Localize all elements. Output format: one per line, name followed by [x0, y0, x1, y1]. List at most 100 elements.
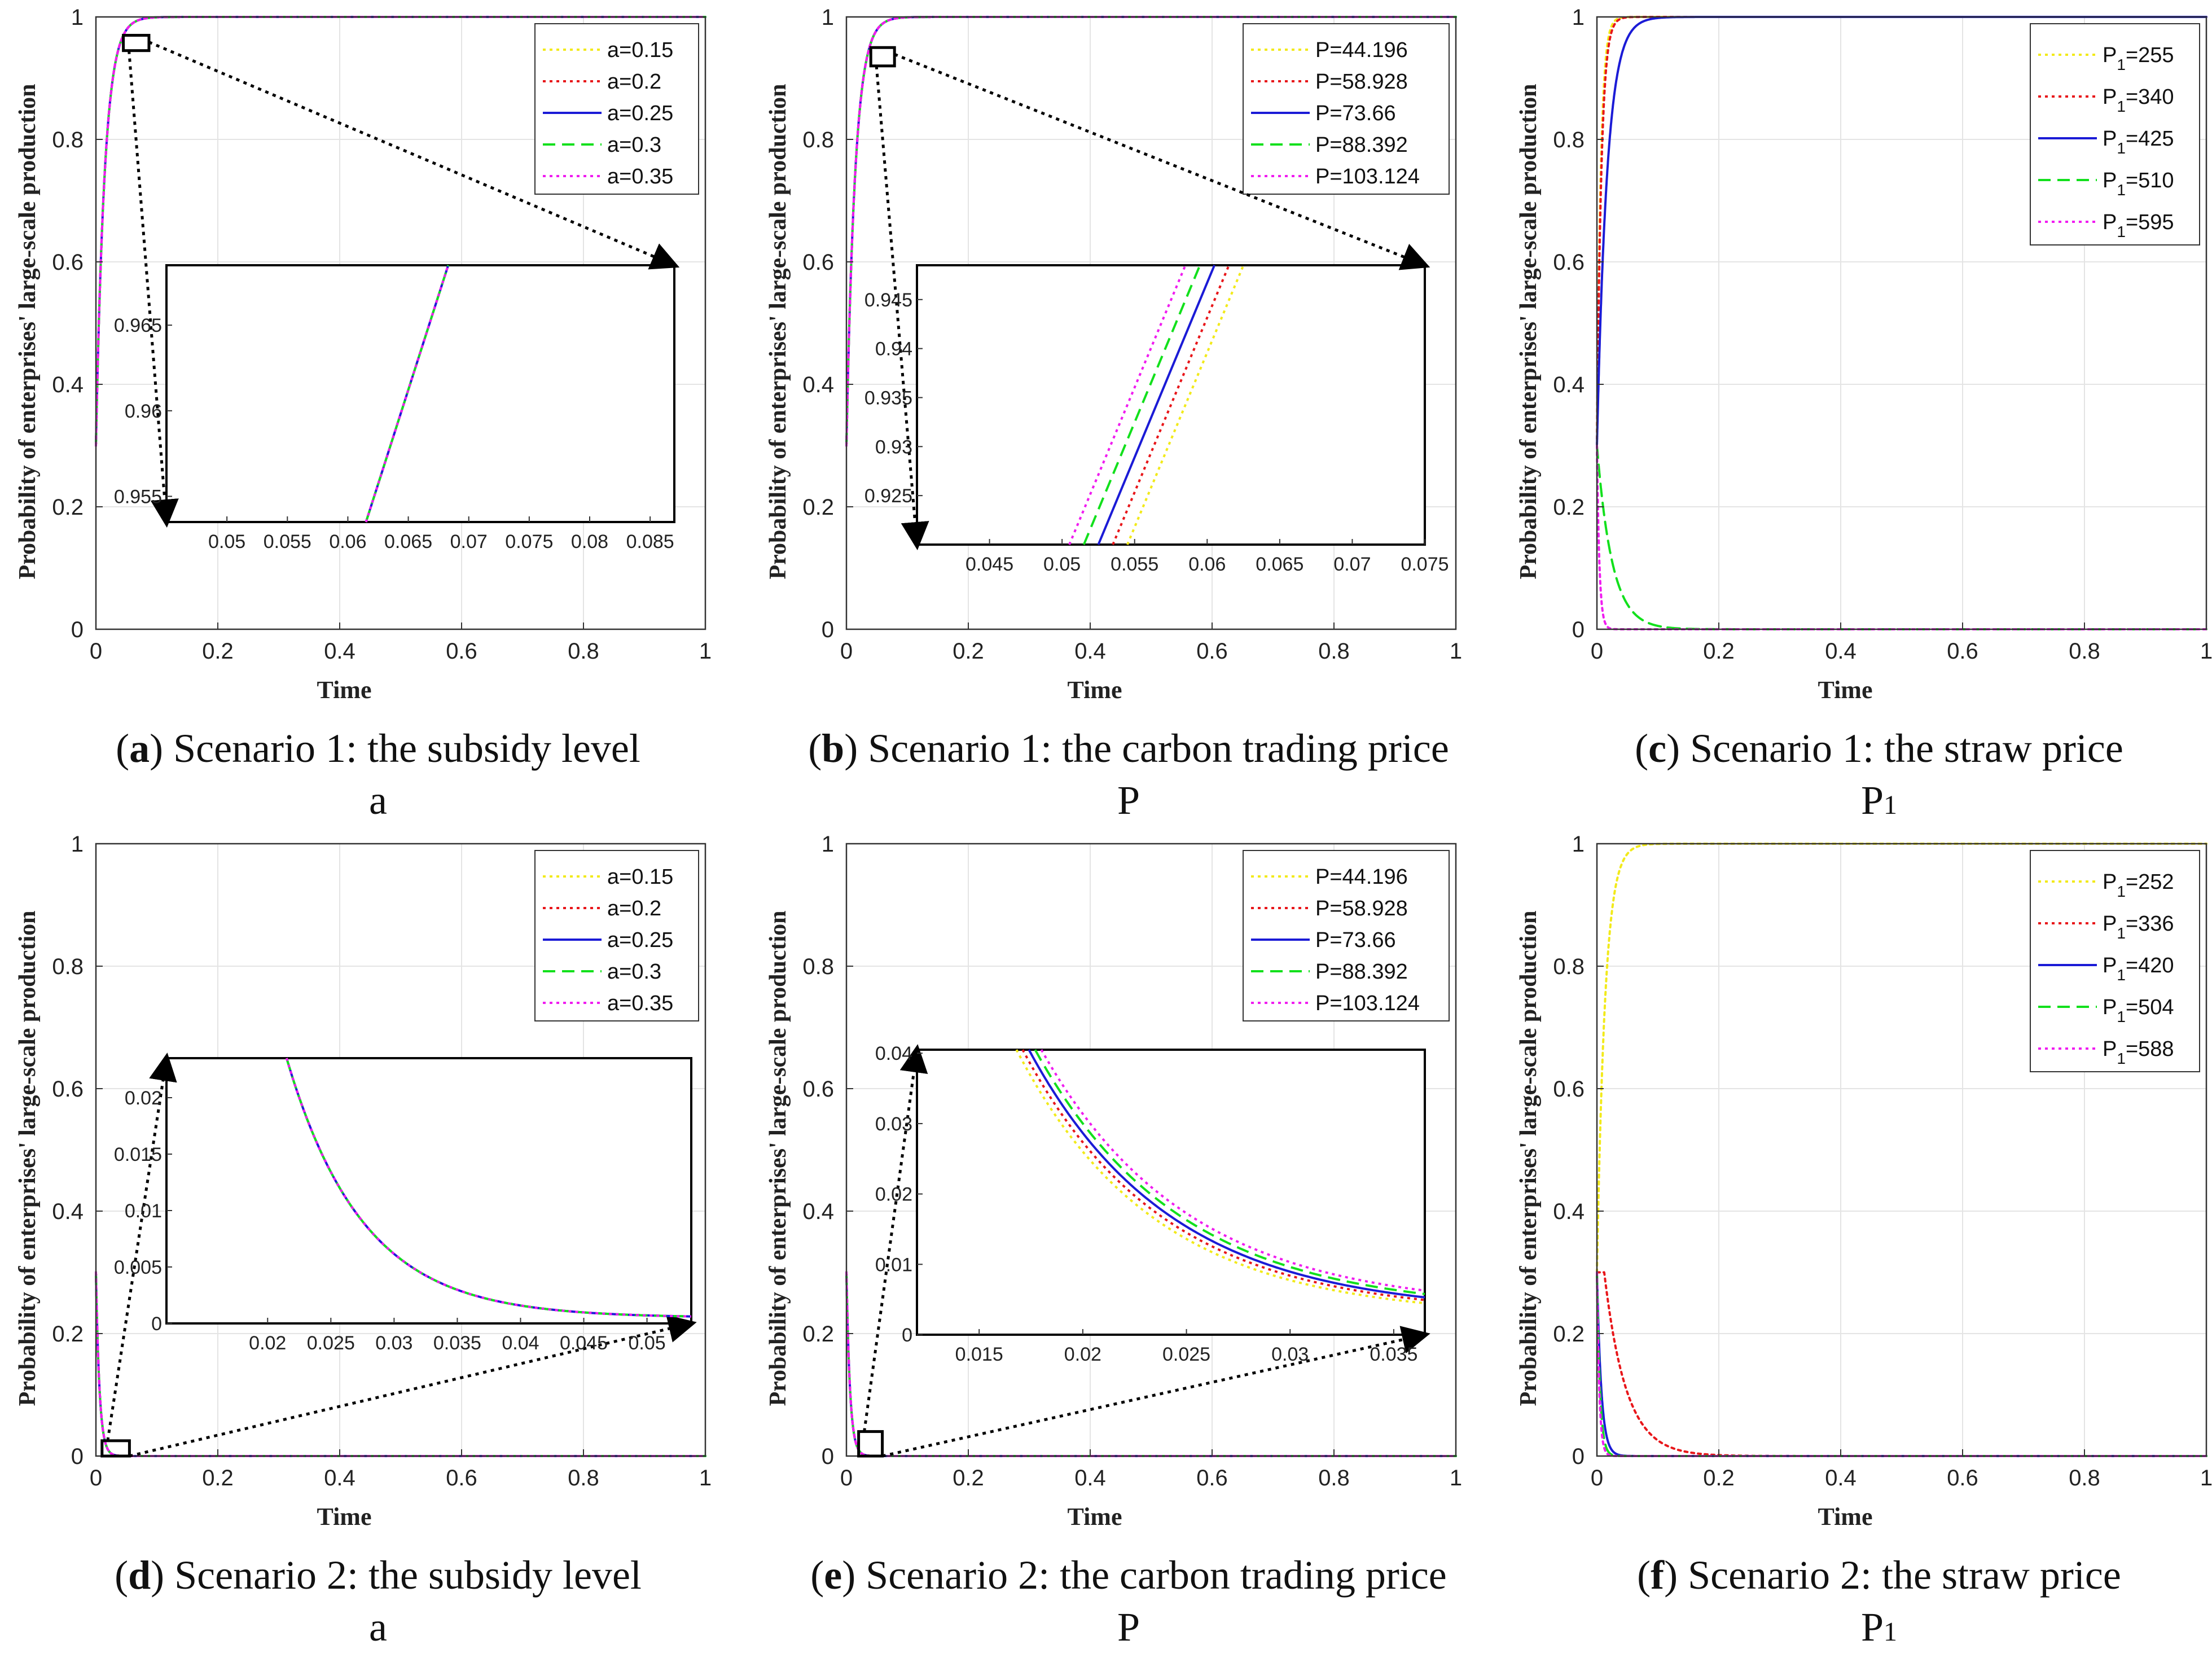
- inset-x-tick-label-2: 0.025: [307, 1332, 355, 1354]
- inset-x-tick-label-1: 0.045: [965, 554, 1013, 575]
- y-axis-label: Probability of enterprises' large-scale …: [15, 84, 41, 579]
- legend-box: [534, 23, 699, 195]
- caption-text: Scenario 2: the carbon trading price: [866, 1553, 1447, 1598]
- legend-label-1: a=0.15: [607, 865, 673, 889]
- legend-box: [534, 850, 699, 1021]
- y-tick-label-3: 0.4: [1553, 1199, 1585, 1224]
- y-tick-label-5: 0.8: [1553, 954, 1585, 979]
- inset-frame: [165, 1057, 692, 1325]
- x-tick-label-4: 0.6: [446, 639, 477, 664]
- y-tick-label-3: 0.4: [52, 372, 84, 397]
- x-tick-label-1: 0: [840, 1466, 853, 1490]
- inset-x-tick-label-3: 0.055: [1111, 554, 1158, 575]
- legend-label-5: a=0.35: [607, 165, 673, 188]
- y-tick-label-3: 0.4: [1553, 372, 1585, 397]
- x-tick-label-4: 0.6: [1196, 639, 1228, 664]
- x-tick-label-5: 0.8: [568, 639, 599, 664]
- inset-x-tick-label-6: 0.07: [1333, 554, 1371, 575]
- caption-text: Scenario 2: the straw price: [1688, 1553, 2121, 1598]
- y-tick-label-6: 1: [1572, 5, 1585, 30]
- legend-label-4: P=88.392: [1315, 133, 1408, 157]
- x-tick-label-2: 0.2: [953, 1466, 984, 1490]
- y-tick-label-1: 0: [71, 1444, 84, 1469]
- inset-x-tick-label-2: 0.02: [1064, 1344, 1101, 1365]
- inset-y-tick-label-2: 0.01: [875, 1254, 912, 1275]
- inset-x-tick-label-4: 0.06: [1188, 554, 1226, 575]
- caption-text: Scenario 1: the carbon trading price: [868, 726, 1449, 771]
- legend-label-1: a=0.15: [607, 38, 673, 62]
- legend: a=0.15 a=0.2 a=0.25 a=0.3 a=0.35: [534, 850, 699, 1021]
- inset-series-line-1: [1126, 265, 1245, 545]
- legend-label-4: P1=504: [2103, 996, 2174, 1025]
- inset: 0.015 0.02 0.025 0.03 0.035 0 0.01 0.02 0.03 0.04: [857, 1043, 1430, 1458]
- zoom-connector-2: [882, 1326, 1430, 1458]
- legend-label-2: a=0.2: [607, 70, 661, 94]
- zoom-connector-2: [128, 50, 179, 528]
- inset-series-curve-3: [1028, 1049, 1425, 1299]
- caption-text: Scenario 1: the straw price: [1690, 726, 2123, 771]
- inset-y-tick-label-4: 0.94: [875, 339, 912, 360]
- x-tick-label-6: 1: [2200, 639, 2212, 664]
- legend-label-5: P1=588: [2103, 1037, 2174, 1067]
- x-tick-label-2: 0.2: [1703, 1466, 1735, 1490]
- inset-series-line-2: [1112, 265, 1230, 545]
- caption-e: (e) Scenario 2: the carbon trading price…: [784, 1549, 1473, 1653]
- legend-label-2: P1=340: [2103, 85, 2174, 115]
- inset-y-tick-label-4: 0.03: [875, 1113, 912, 1135]
- x-tick-label-3: 0.4: [1074, 1466, 1106, 1490]
- inset-y-tick-label-5: 0.04: [875, 1043, 912, 1064]
- chart-e: 0 0.2 0.4 0.6 0.8 1 0 0.2 0.4 0.6 0.8 1 Time Probabil…: [765, 832, 1462, 1531]
- legend-label-1: P1=255: [2103, 43, 2174, 73]
- caption-symbol: a: [369, 778, 387, 823]
- x-tick-label-6: 1: [699, 639, 712, 664]
- caption-symbol: P: [1117, 778, 1140, 823]
- y-axis-label: Probability of enterprises' large-scale …: [15, 910, 41, 1406]
- inset-x-tick-label-1: 0.015: [955, 1344, 1003, 1365]
- y-tick-label-5: 0.8: [802, 128, 834, 152]
- y-tick-label-2: 0.2: [52, 1322, 84, 1347]
- caption-c: (c) Scenario 1: the straw price P1: [1535, 722, 2212, 826]
- x-axis-label: Time: [1068, 676, 1122, 704]
- inset-y-tick-label-1: 0.925: [864, 485, 912, 507]
- caption-letter: c: [1648, 726, 1667, 771]
- inset: 0.05 0.055 0.06 0.065 0.07 0.075 0.08 0.085 0.95…: [114, 34, 680, 553]
- legend-label-3: P1=425: [2103, 127, 2174, 157]
- caption-symbol: P: [1117, 1604, 1140, 1650]
- series-line-5: [1596, 444, 2207, 630]
- legend-label-4: a=0.3: [607, 133, 661, 157]
- x-tick-label-5: 0.8: [1318, 639, 1350, 664]
- inset-x-tick-label-3: 0.025: [1162, 1344, 1210, 1365]
- inset-x-tick-label-5: 0.07: [450, 531, 488, 553]
- chart-b: 0 0.2 0.4 0.6 0.8 1 0 0.2 0.4 0.6 0.8 1 Time Probabil…: [765, 5, 1462, 704]
- inset-series-curve-5: [1040, 1049, 1425, 1292]
- inset-y-tick-label-2: 0.96: [125, 401, 162, 422]
- x-tick-label-3: 0.4: [324, 639, 356, 664]
- inset-y-tick-label-1: 0: [902, 1325, 912, 1346]
- x-tick-label-2: 0.2: [202, 1466, 234, 1490]
- legend-label-5: P=103.124: [1315, 165, 1420, 188]
- inset-x-tick-label-5: 0.065: [1256, 554, 1304, 575]
- inset-y-tick-label-3: 0.965: [114, 315, 162, 336]
- inset-x-tick-label-4: 0.03: [1271, 1344, 1309, 1365]
- inset-x-tick-label-4: 0.065: [384, 531, 432, 553]
- x-tick-label-6: 1: [1450, 639, 1462, 664]
- series-line-4: [1596, 444, 2207, 630]
- x-tick-label-6: 1: [1450, 1466, 1462, 1490]
- legend-label-1: P1=252: [2103, 870, 2174, 900]
- inset-x-tick-label-1: 0.05: [208, 531, 245, 553]
- inset-y-tick-label-3: 0.02: [875, 1184, 912, 1205]
- caption-line: (c) Scenario 1: the straw price: [1635, 726, 2123, 771]
- x-tick-label-4: 0.6: [1947, 639, 1978, 664]
- y-tick-label-1: 0: [1572, 617, 1585, 642]
- axes-frame: [845, 16, 1457, 630]
- zoom-box: [100, 1439, 131, 1458]
- x-tick-label-3: 0.4: [1074, 639, 1106, 664]
- y-tick-label-4: 0.6: [52, 250, 84, 275]
- caption-line: (b) Scenario 1: the carbon trading price: [808, 726, 1449, 771]
- inset-series-curve-5: [285, 1058, 692, 1318]
- zoom-connector-1: [148, 41, 680, 270]
- inset-series-line-5: [365, 265, 450, 523]
- x-tick-label-5: 0.8: [2069, 639, 2100, 664]
- legend-box: [1243, 850, 1450, 1021]
- y-tick-label-1: 0: [1572, 1444, 1585, 1469]
